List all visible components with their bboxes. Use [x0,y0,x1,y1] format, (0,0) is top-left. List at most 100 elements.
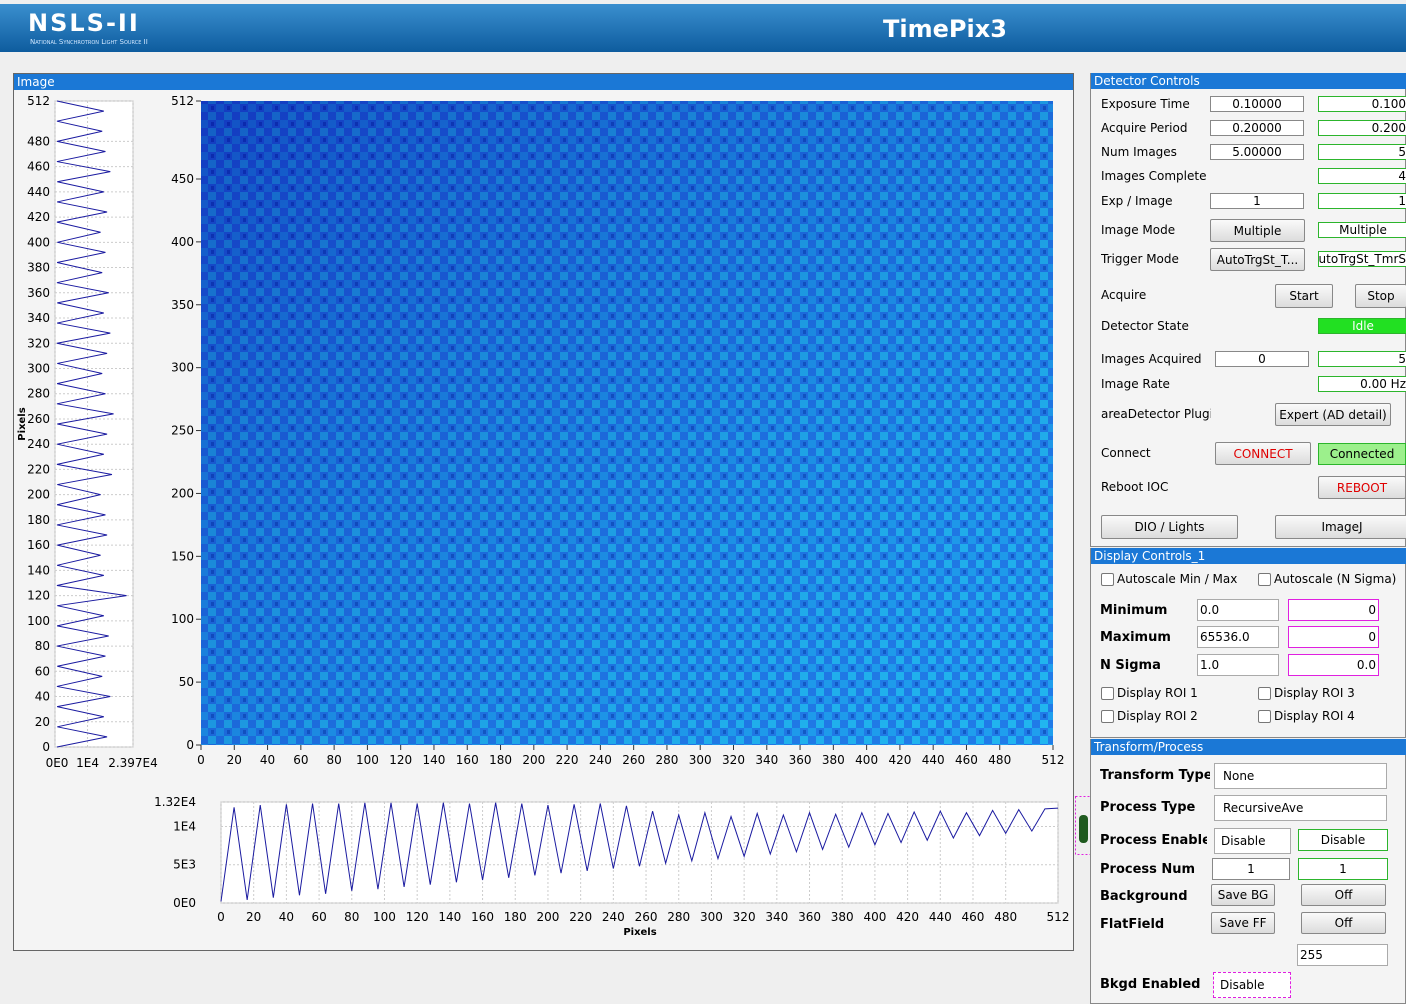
x-tick-label: 220 [556,753,579,767]
button[interactable]: ImageJ [1275,515,1406,539]
dropdown[interactable]: Disable [1214,828,1291,854]
y-tick-label: 0 [42,740,50,754]
setpoint-input[interactable]: 1.0 [1197,654,1279,676]
readback: 1 [1318,193,1406,209]
y-tick-label: 240 [27,437,50,451]
x-tick-label: 460 [962,910,985,924]
field-label: Image Mode [1101,222,1211,238]
y-tick-label: 280 [27,387,50,401]
readback: Disable [1298,829,1388,851]
field-label: Detector State [1101,318,1211,334]
dropdown[interactable]: Disable [1213,972,1291,998]
setpoint-input[interactable]: 65536.0 [1197,626,1279,648]
readback: 4 [1318,168,1406,184]
readback: 5 [1318,351,1406,367]
readback: 0.100 [1318,96,1406,112]
button[interactable]: Save BG [1211,884,1275,906]
x-tick-label: 180 [489,753,512,767]
field-label: Image Rate [1101,376,1211,392]
x-tick-label: 2.397E4 [108,756,158,770]
button[interactable]: DIO / Lights [1101,515,1238,539]
y-tick-label: 120 [27,589,50,603]
y-tick-label: 460 [27,160,50,174]
slider-knob[interactable] [1079,815,1088,843]
checkbox[interactable]: Display ROI 2 [1101,708,1251,724]
y-tick-label: 80 [35,639,50,653]
x-tick-label: 420 [896,910,919,924]
panel-title: Detector Controls [1091,73,1406,89]
x-tick-label: 180 [504,910,527,924]
x-tick-label: 80 [344,910,359,924]
field-label: Reboot IOC [1101,479,1211,495]
x-tick-label: 340 [755,753,778,767]
checkbox[interactable]: Autoscale (N Sigma) [1258,571,1406,587]
x-tick-label: 260 [635,910,658,924]
y-tick-label: 1.32E4 [154,795,196,809]
setpoint-input[interactable]: 255 [1297,944,1388,966]
y-tick-label: 380 [27,261,50,275]
field-label: Maximum [1100,629,1190,645]
button[interactable]: AutoTrgSt_T... [1210,248,1305,271]
checkbox[interactable]: Display ROI 4 [1258,708,1406,724]
x-tick-label: 20 [246,910,261,924]
y-tick-label: 40 [35,690,50,704]
panel-title-bar [14,74,1073,90]
dropdown[interactable]: None [1214,763,1387,789]
button[interactable]: CONNECT [1215,442,1311,465]
field-label: FlatField [1100,916,1210,932]
button[interactable]: Stop [1355,284,1406,308]
setpoint-input[interactable]: 0.0 [1197,599,1279,621]
readback: Connected [1318,443,1406,465]
x-tick-label: 240 [602,910,625,924]
y-tick-label: 420 [27,210,50,224]
readback: 0.200 [1318,120,1406,136]
checkbox[interactable]: Display ROI 1 [1101,685,1251,701]
dropdown[interactable]: RecursiveAve [1214,795,1387,821]
y-tick-label: 440 [27,185,50,199]
x-tick-label: 360 [789,753,812,767]
x-tick-label: 80 [326,753,341,767]
y-tick-label: 0E0 [173,896,196,910]
readback: 5 [1318,144,1406,160]
button[interactable]: REBOOT [1318,476,1406,499]
panel-title: Display Controls_1 [1091,548,1406,564]
x-tick-label: 400 [855,753,878,767]
y-tick-label: 400 [171,235,194,249]
readback: Multiple [1318,222,1406,238]
checkbox[interactable]: Autoscale Min / Max [1101,571,1251,587]
logo-subtitle: National Synchrotron Light Source II [30,38,148,46]
x-tick-label: 60 [311,910,326,924]
x-tick-label: 512 [1042,753,1065,767]
button[interactable]: Multiple [1210,219,1305,242]
setpoint-input[interactable]: 1 [1212,858,1290,880]
button[interactable]: Save FF [1211,912,1275,934]
checkbox[interactable]: Display ROI 3 [1258,685,1406,701]
x-tick-label: 300 [689,753,712,767]
y-tick-label: 1E4 [173,819,196,833]
setpoint-input[interactable]: 0 [1215,351,1309,367]
x-tick-label: 320 [733,910,756,924]
button[interactable]: Start [1275,284,1333,308]
x-tick-label: 120 [406,910,429,924]
x-tick-label: 512 [1047,910,1070,924]
button[interactable]: Expert (AD detail) [1275,403,1391,426]
field-label: Images Acquired [1101,351,1211,367]
y-tick-label: 160 [27,538,50,552]
x-tick-label: 280 [655,753,678,767]
panel-title: Image [17,75,55,89]
y-tick-label: 200 [27,488,50,502]
setpoint-input[interactable]: 0.20000 [1210,120,1304,136]
field-label: Trigger Mode [1101,251,1211,267]
x-tick-label: 260 [622,753,645,767]
readback: 0.0 [1288,654,1379,676]
x-tick-label: 40 [260,753,275,767]
x-tick-label: 200 [537,910,560,924]
setpoint-input[interactable]: 0.10000 [1210,96,1304,112]
y-tick-label: 480 [27,134,50,148]
field-label: Process Enabled [1100,832,1207,848]
toggle-button[interactable]: Off [1301,884,1386,906]
setpoint-input[interactable]: 1 [1210,193,1304,209]
toggle-button[interactable]: Off [1301,912,1386,934]
setpoint-input[interactable]: 5.00000 [1210,144,1304,160]
x-tick-label: 420 [888,753,911,767]
